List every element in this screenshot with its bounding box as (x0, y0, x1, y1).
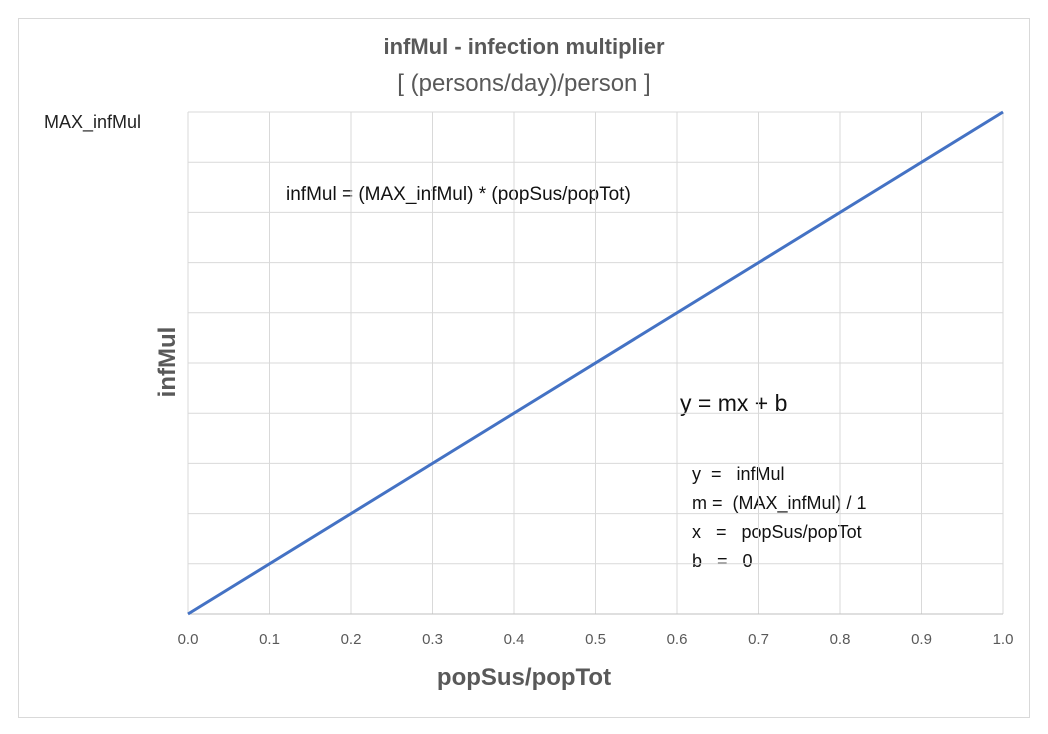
x-tick-label: 0.4 (504, 631, 525, 648)
formula-annotation: infMul = (MAX_infMul) * (popSus/popTot) (286, 184, 631, 205)
x-tick-label: 0.8 (830, 631, 851, 648)
definition-y: y = infMul (692, 464, 785, 484)
x-tick-label: 0.7 (748, 631, 769, 648)
x-tick-label: 0.3 (422, 631, 443, 648)
chart-subtitle: [ (persons/day)/person ] (397, 70, 651, 97)
y-max-label: MAX_infMul (44, 112, 142, 132)
x-tick-label: 0.5 (585, 631, 606, 648)
definition-m: m = (MAX_infMul) / 1 (692, 493, 867, 513)
x-tick-label: 0.2 (341, 631, 362, 648)
linear-form-annotation: y = mx + b (680, 390, 788, 416)
x-axis-label: popSus/popTot (436, 664, 612, 691)
x-tick-label: 0.1 (259, 631, 280, 648)
chart-frame (18, 18, 1030, 718)
x-tick-label: 0.6 (667, 631, 688, 648)
x-tick-label: 0.0 (178, 631, 199, 648)
x-tick-label: 1.0 (993, 631, 1014, 648)
chart-title: infMul - infection multiplier (383, 34, 665, 59)
x-tick-label: 0.9 (911, 631, 932, 648)
definition-b: b = 0 (692, 551, 753, 571)
definition-x: x = popSus/popTot (692, 522, 862, 542)
definitions-annotation: y = infMul m = (MAX_infMul) / 1 x = popS… (692, 460, 867, 576)
series-line (187, 110, 1004, 616)
